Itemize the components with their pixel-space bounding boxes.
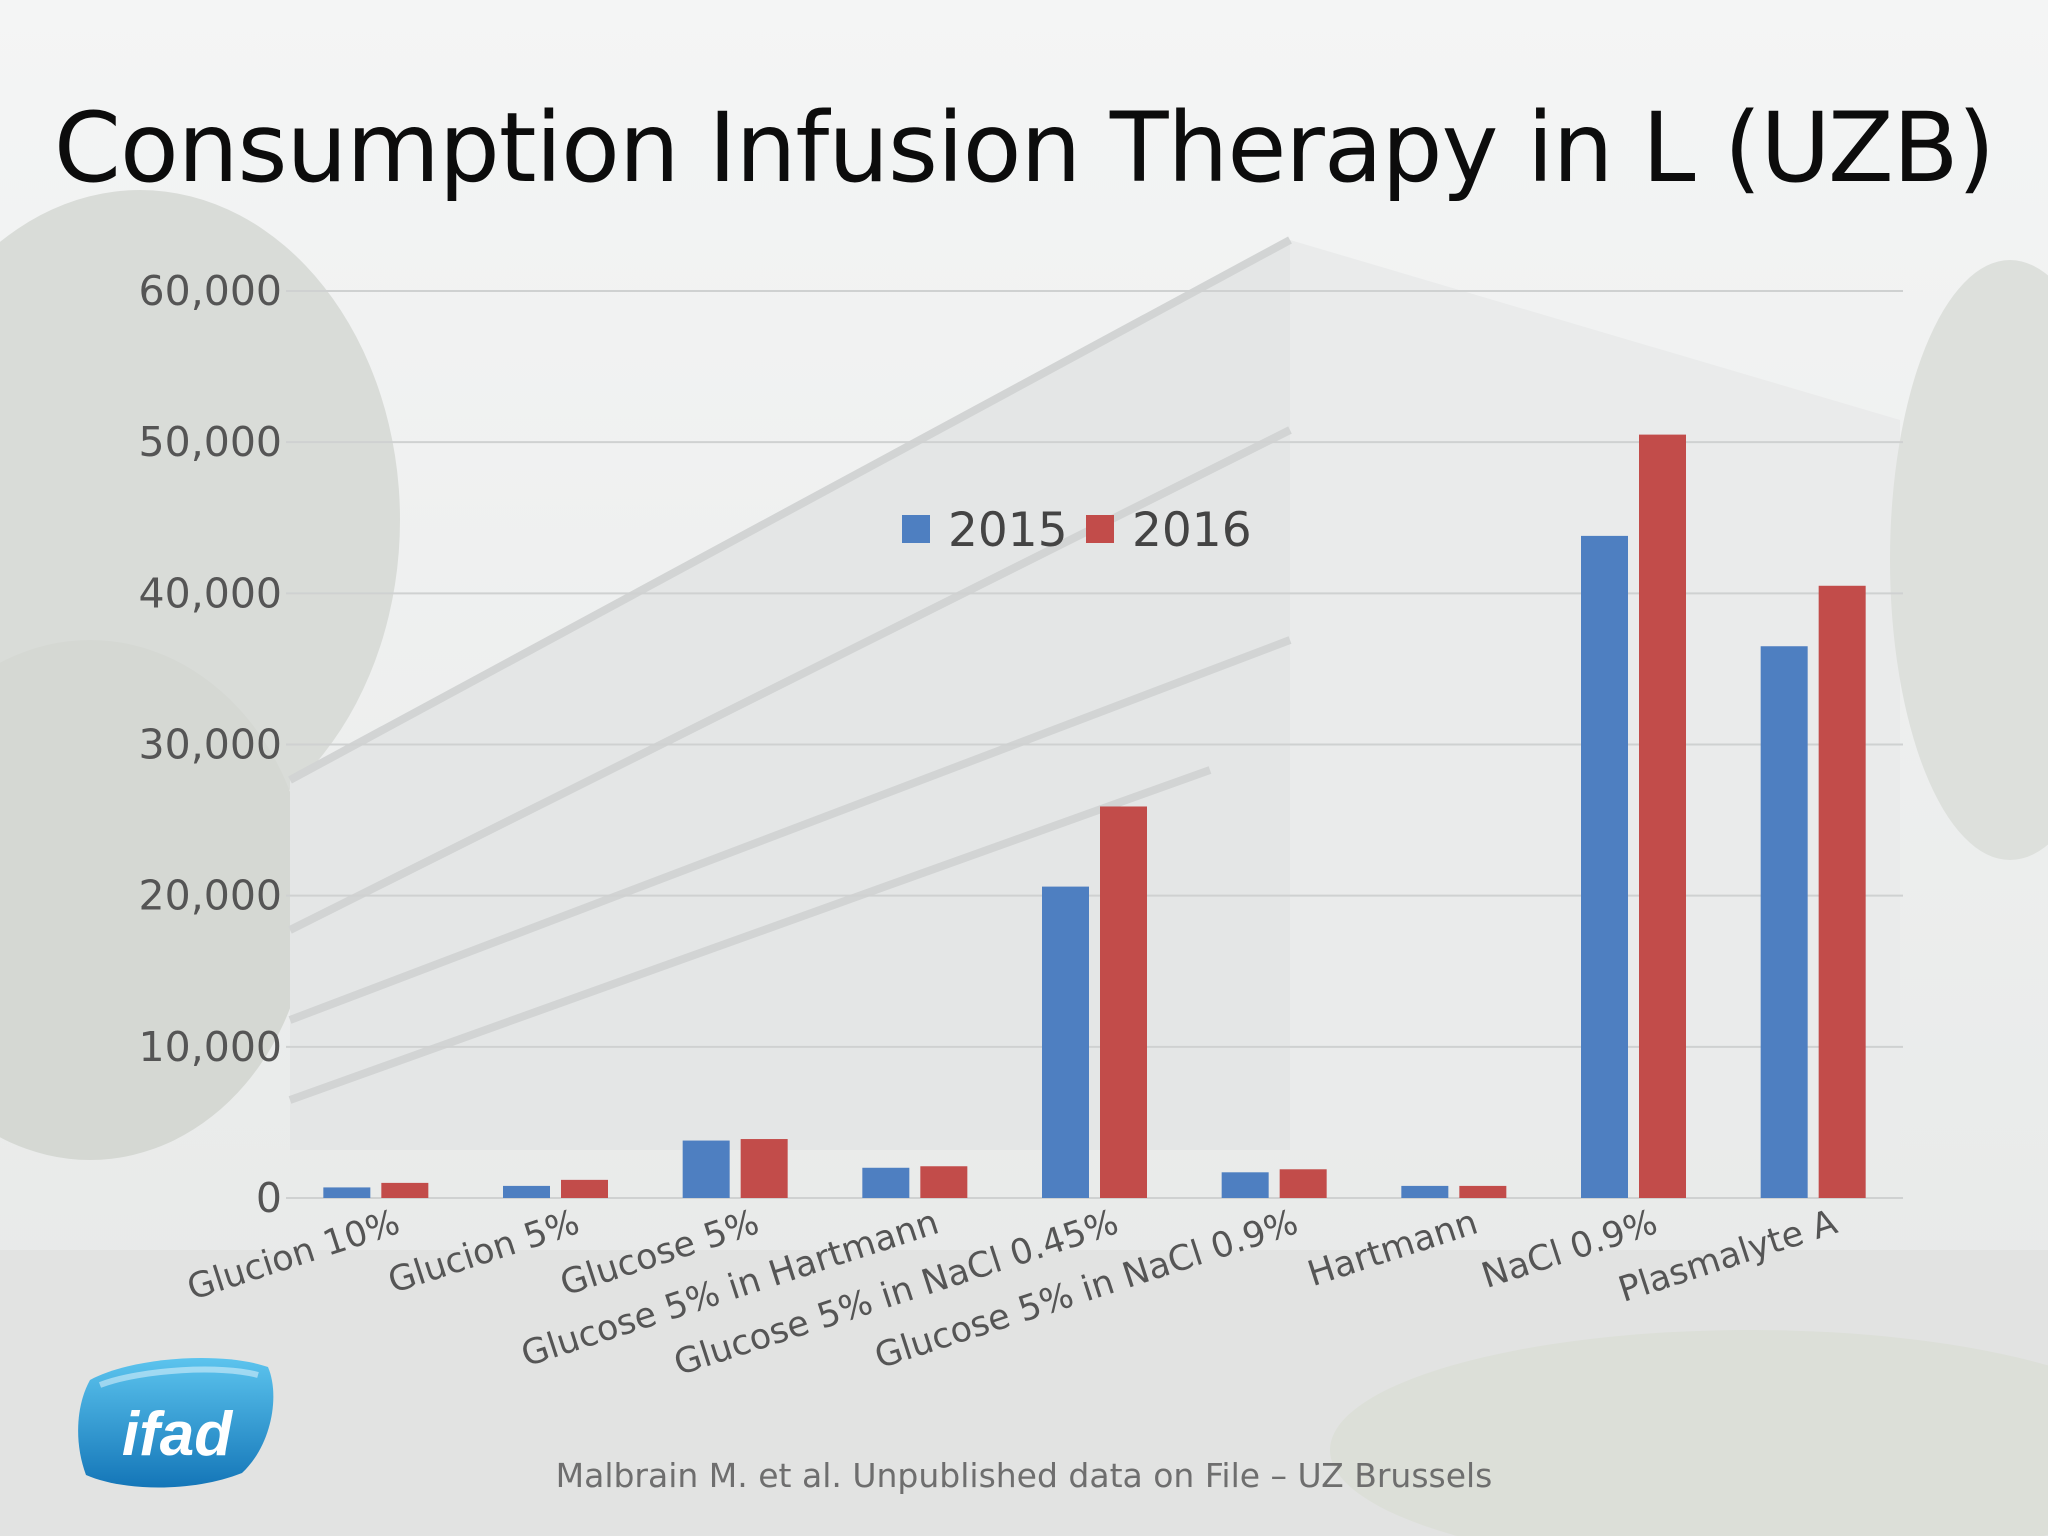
y-tick-label: 50,000	[139, 418, 282, 466]
bar-2015-4	[1042, 886, 1089, 1198]
legend-label-2015: 2015	[948, 503, 1068, 558]
bar-2016-1	[561, 1179, 608, 1198]
source-footnote: Malbrain M. et al. Unpublished data on F…	[555, 1456, 1493, 1495]
legend-swatch-2015	[902, 515, 930, 543]
ifad-logo: ifad	[78, 1358, 274, 1488]
bar-2016-6	[1459, 1185, 1507, 1198]
bar-2016-4	[1100, 806, 1147, 1198]
x-tick-label: Hartmann	[1303, 1203, 1483, 1295]
bar-2016-5	[1279, 1169, 1327, 1198]
x-tick-label: Glucion 5%	[383, 1203, 584, 1302]
slide-title: Consumption Infusion Therapy in L (UZB)	[53, 92, 1995, 204]
y-axis-tick-labels: 0 10,000 20,000 30,000 40,000 50,000 60,000	[139, 267, 282, 1222]
svg-text:ifad: ifad	[122, 1400, 233, 1469]
bar-2015-5	[1221, 1172, 1269, 1198]
bar-2015-7	[1581, 535, 1628, 1198]
bar-2015-8	[1760, 646, 1808, 1198]
y-tick-label: 10,000	[139, 1023, 282, 1071]
bar-2015-0	[323, 1187, 371, 1198]
bars	[323, 434, 1866, 1198]
gridlines	[286, 290, 1903, 1199]
bar-2016-7	[1639, 434, 1686, 1198]
bar-2015-3	[862, 1167, 910, 1198]
y-tick-label: 0	[256, 1174, 282, 1222]
bar-2015-6	[1401, 1185, 1449, 1198]
y-tick-label: 60,000	[139, 267, 282, 315]
y-tick-label: 30,000	[139, 721, 282, 769]
bar-2016-8	[1818, 585, 1866, 1198]
bar-2016-3	[920, 1166, 968, 1198]
y-tick-label: 20,000	[139, 872, 282, 920]
legend: 2015 2016	[902, 503, 1252, 558]
bar-2016-2	[740, 1139, 788, 1198]
x-tick-label: Glucion 10%	[183, 1203, 405, 1309]
bar-2015-2	[682, 1140, 730, 1198]
legend-label-2016: 2016	[1132, 503, 1252, 558]
legend-swatch-2016	[1086, 515, 1114, 543]
bar-2015-1	[503, 1185, 550, 1198]
bar-2016-0	[381, 1182, 429, 1198]
y-tick-label: 40,000	[139, 569, 282, 617]
x-axis-tick-labels: Glucion 10%Glucion 5%Glucose 5%Glucose 5…	[183, 1203, 1842, 1385]
